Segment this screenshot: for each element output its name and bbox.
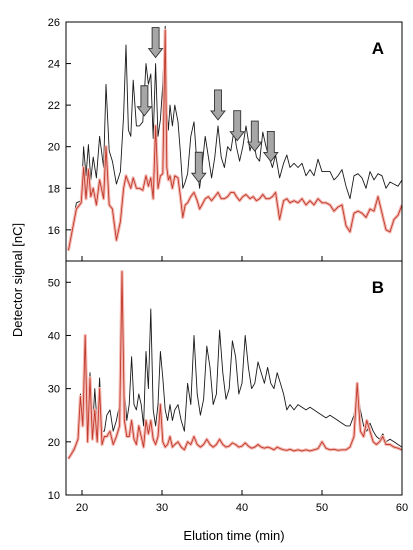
panel-label: B [372, 278, 384, 297]
y-tick-label: 10 [48, 490, 60, 502]
y-tick-label: 18 [48, 183, 60, 195]
panel-a: 16 18 20 22 24 26 A [48, 17, 403, 262]
peak-arrow [147, 27, 164, 59]
x-axis-title: Elution time (min) [183, 528, 284, 543]
peak-arrow [136, 85, 153, 117]
y-tick-label: 26 [48, 17, 60, 29]
series-line-red [67, 29, 402, 251]
series-line-red [68, 271, 402, 460]
peak-arrow [262, 131, 279, 163]
plot-frame [65, 260, 403, 496]
y-tick-label: 50 [48, 277, 60, 289]
peak-arrow [246, 120, 263, 152]
x-tick-label: 20 [76, 502, 88, 514]
y-tick-label: 22 [48, 100, 60, 112]
peak-arrow [229, 110, 246, 142]
x-tick-label: 50 [316, 502, 328, 514]
x-tick-label: 60 [396, 502, 408, 514]
peak-arrow [190, 151, 207, 183]
y-tick-label: 24 [48, 59, 60, 71]
x-tick-label: 40 [236, 502, 248, 514]
x-tick-label: 30 [156, 502, 168, 514]
series-line-black [67, 25, 402, 247]
panel-b: 10 20 30 40 50 20 30 40 50 60 B [48, 260, 408, 514]
y-tick-label: 20 [48, 437, 60, 449]
y-tick-label: 16 [48, 225, 60, 237]
y-tick-label: 40 [48, 330, 60, 342]
y-tick-label: 20 [48, 142, 60, 154]
y-tick-label: 30 [48, 384, 60, 396]
y-axis-title: Detector signal [nC] [10, 223, 25, 337]
panel-label: A [372, 39, 384, 58]
peak-arrow [210, 89, 226, 121]
